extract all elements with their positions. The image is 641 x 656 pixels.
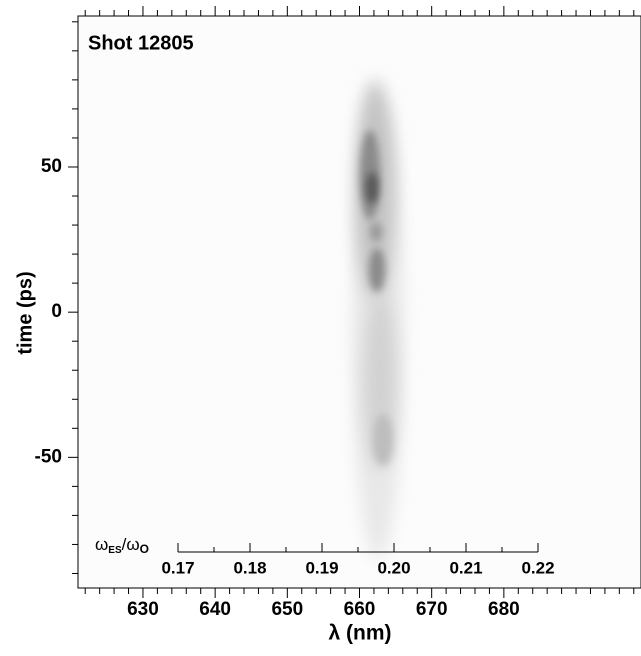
inner-tick-label: 0.19 <box>305 558 338 577</box>
annotation: Shot 12805 <box>88 32 194 54</box>
y-tick-label: 0 <box>51 301 62 322</box>
streak-image <box>352 80 404 560</box>
y-tick-label: 50 <box>41 156 62 177</box>
x-tick-label: 640 <box>199 599 231 620</box>
inner-tick-label: 0.17 <box>161 558 194 577</box>
inner-tick-label: 0.21 <box>449 558 482 577</box>
y-tick-label: -50 <box>35 446 62 467</box>
inner-tick-label: 0.20 <box>377 558 410 577</box>
inner-tick-label: 0.18 <box>233 558 266 577</box>
inner-tick-label: 0.22 <box>521 558 554 577</box>
x-tick-label: 680 <box>488 599 520 620</box>
x-tick-label: 650 <box>271 599 303 620</box>
x-axis-label: λ (nm) <box>329 622 392 645</box>
inner-axis-label: ωES/ωO <box>95 535 149 556</box>
y-axis-label: time (ps) <box>14 271 36 354</box>
x-tick-label: 670 <box>416 599 448 620</box>
x-tick-label: 630 <box>127 599 159 620</box>
x-tick-label: 660 <box>344 599 376 620</box>
